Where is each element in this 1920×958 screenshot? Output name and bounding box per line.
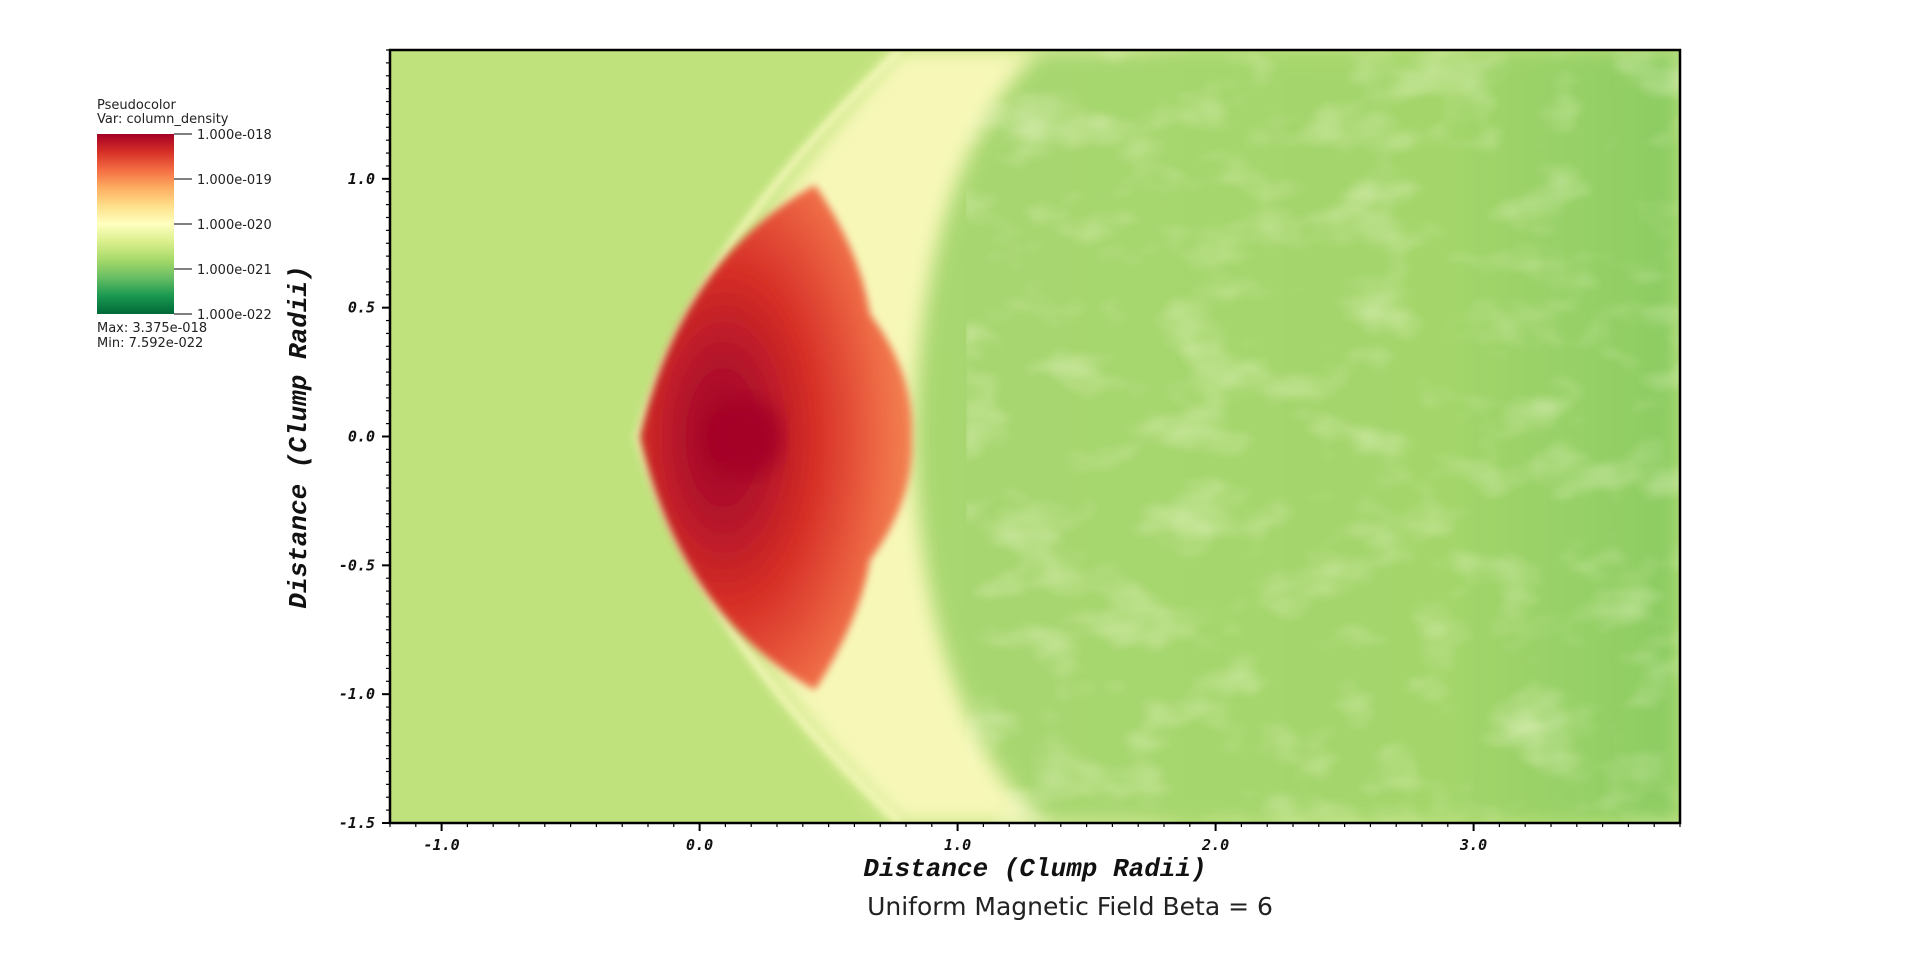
colorbar-tick-label: 1.000e-021 — [197, 263, 272, 278]
y-tick-label: 0.5 — [348, 299, 375, 317]
x-axis-label: Distance (Clump Radii) — [863, 854, 1206, 884]
color-legend: Pseudocolor Var: column_density 1.000e-0… — [97, 98, 272, 351]
y-minor-ticks — [386, 49, 390, 824]
y-tick-label: -1.5 — [339, 814, 375, 832]
colorbar-tick-label: 1.000e-018 — [197, 128, 272, 143]
x-axis: -1.0 0.0 1.0 2.0 3.0 — [424, 823, 1487, 854]
legend-min: Min: 7.592e-022 — [97, 336, 203, 351]
legend-max: Max: 3.375e-018 — [97, 321, 207, 336]
x-tick-label: 3.0 — [1459, 836, 1487, 854]
x-tick-label: 1.0 — [944, 836, 971, 854]
colorbar — [97, 134, 174, 314]
x-tick-label: 0.0 — [686, 836, 713, 854]
turbulent-filaments — [1000, 50, 1680, 823]
y-tick-label: 1.0 — [348, 170, 375, 188]
y-axis-label: Distance (Clump Radii) — [284, 265, 314, 608]
density-peak — [702, 397, 782, 477]
legend-title: Pseudocolor — [97, 98, 176, 113]
y-tick-label: -0.5 — [339, 556, 375, 574]
y-tick-label: -1.0 — [339, 685, 375, 703]
plot-caption: Uniform Magnetic Field Beta = 6 — [867, 892, 1273, 921]
bow-shock — [634, 50, 903, 823]
legend-variable: Var: column_density — [97, 112, 229, 127]
y-tick-label: 0.0 — [348, 428, 375, 446]
colorbar-tick-label: 1.000e-019 — [197, 173, 272, 188]
colorbar-tick-label: 1.000e-022 — [197, 308, 272, 323]
density-field — [390, 50, 1680, 823]
colorbar-tick-label: 1.000e-020 — [197, 218, 272, 233]
x-tick-label: -1.0 — [424, 836, 460, 854]
x-tick-label: 2.0 — [1201, 836, 1229, 854]
y-axis: 1.0 0.5 0.0 -0.5 -1.0 -1.5 — [339, 170, 390, 832]
colorbar-ticks: 1.000e-018 1.000e-019 1.000e-020 1.000e-021… — [174, 128, 272, 323]
